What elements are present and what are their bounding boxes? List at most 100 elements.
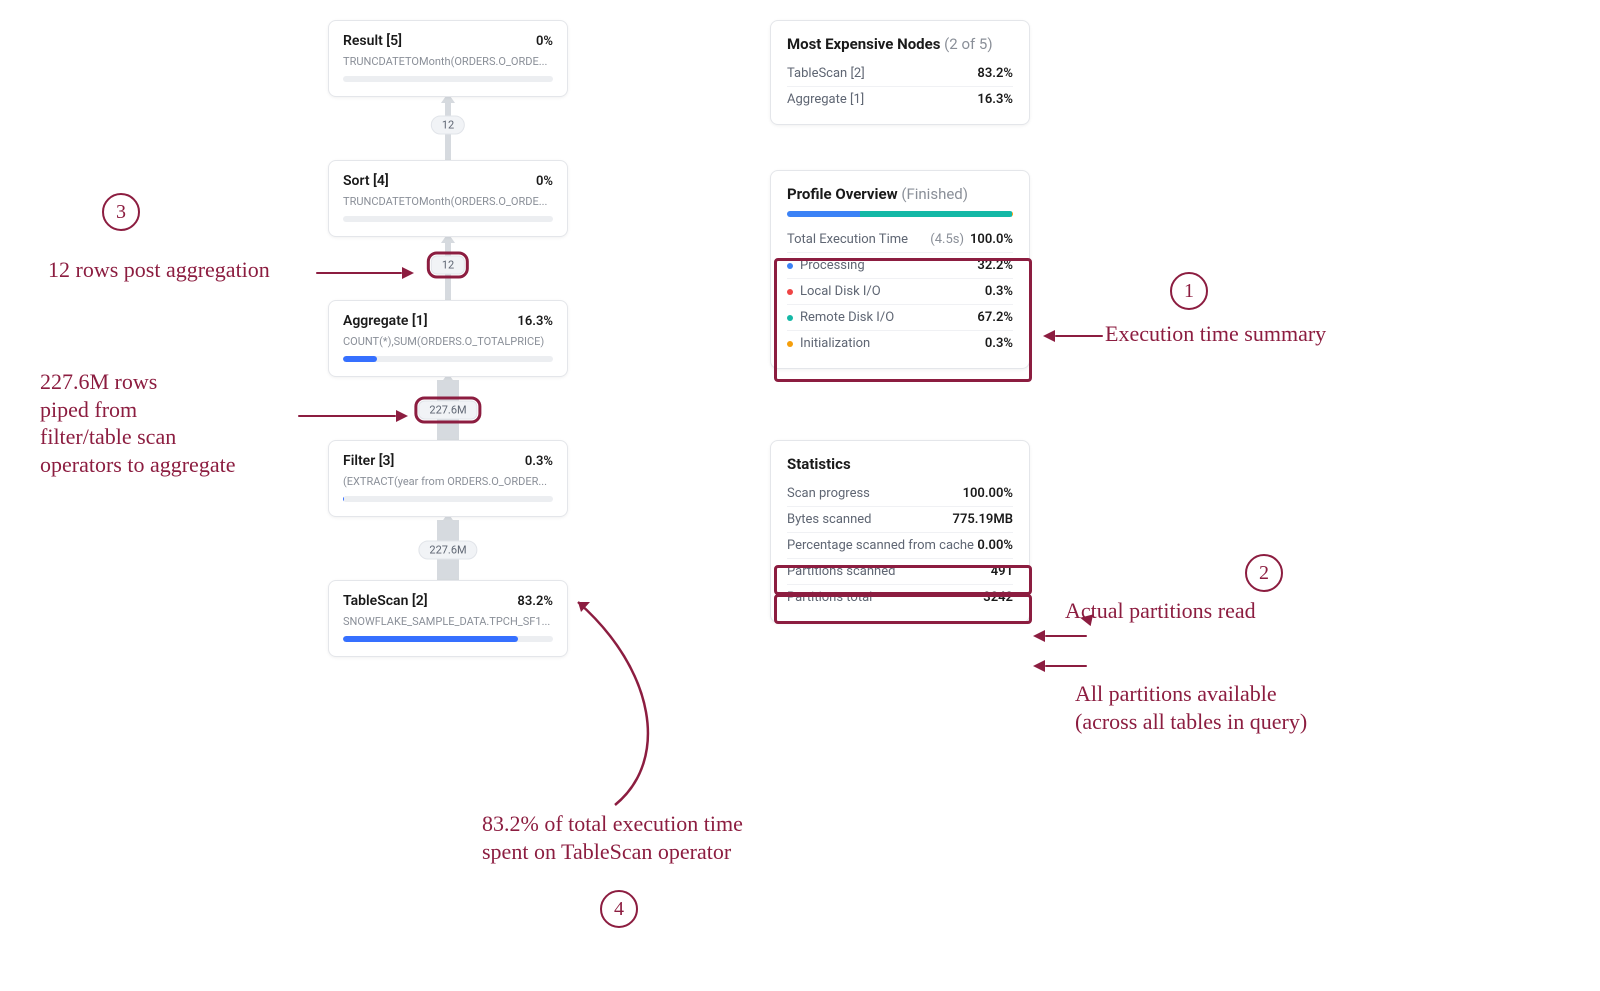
plan-node-pct: 0.3% (525, 454, 553, 469)
card-statistics: Statistics Scan progress 100.00% Bytes scan… (770, 440, 1030, 623)
arrow-exec-summary (1043, 330, 1103, 342)
plan-node-tablescan[interactable]: TableScan [2] 83.2% SNOWFLAKE_SAMPLE_DATA.… (328, 580, 568, 657)
plan-node-title: Sort [4] (343, 173, 389, 189)
anno-rows-post-agg: 12 rows post aggregation (48, 256, 270, 284)
stats-row-val: 0.00% (977, 538, 1013, 553)
callout-2-num: 2 (1259, 562, 1269, 585)
edge-label-sort-result: 12 (431, 116, 465, 135)
expensive-row-name: Aggregate [1] (787, 92, 864, 107)
stats-row-val: 775.19MB (953, 512, 1013, 527)
callout-2: 2 (1245, 554, 1283, 592)
plan-node-desc: (EXTRACT(year from ORDERS.O_ORDER... (343, 475, 553, 488)
profile-subtitle: (Finished) (901, 185, 968, 203)
profile-total-row: Total Execution Time (4.5s)100.0% (787, 227, 1013, 253)
arrow-rows-post-agg (316, 267, 414, 279)
plan-node-title: Aggregate [1] (343, 313, 428, 329)
plan-node-title: Filter [3] (343, 453, 394, 469)
plan-node-title: TableScan [2] (343, 593, 428, 609)
stats-row-val: 100.00% (963, 486, 1013, 501)
plan-node-desc: SNOWFLAKE_SAMPLE_DATA.TPCH_SF1... (343, 615, 553, 628)
stats-row-val: 3242 (983, 590, 1013, 605)
expensive-row: Aggregate [1] 16.3% (787, 87, 1013, 112)
anno-rows-piped-l3: filter/table scan (40, 423, 235, 451)
plan-node-desc: COUNT(*),SUM(ORDERS.O_TOTALPRICE) (343, 335, 553, 348)
profile-segment-label: Initialization (787, 336, 870, 351)
plan-node-desc: TRUNCDATETOMonth(ORDERS.O_ORDE... (343, 55, 553, 68)
canvas: { "colors":{ "accent_blue":"#3670ff", "m… (0, 0, 1600, 991)
profile-segment-row: Local Disk I/O 0.3% (787, 279, 1013, 305)
expensive-row-pct: 83.2% (977, 66, 1013, 81)
edge-label-aggregate-sort: 12 (431, 256, 465, 275)
profile-segment-row: Processing 32.2% (787, 253, 1013, 279)
arrow-rows-piped (298, 410, 408, 422)
profile-segment-pct: 0.3% (985, 284, 1013, 299)
anno-all-partitions: All partitions available (across all tab… (1075, 680, 1307, 735)
stats-row: Partitions scanned 491 (787, 559, 1013, 585)
anno-rows-piped-l2: piped from (40, 396, 235, 424)
plan-node-bar (343, 356, 553, 362)
profile-segment-label: Remote Disk I/O (787, 310, 894, 325)
profile-total-value: (4.5s)100.0% (930, 232, 1013, 247)
profile-segment-row: Remote Disk I/O 67.2% (787, 305, 1013, 331)
plan-node-pct: 83.2% (517, 594, 553, 609)
plan-node-bar (343, 76, 553, 82)
anno-exec-summary: Execution time summary (1105, 320, 1326, 348)
plan-node-pct: 16.3% (517, 314, 553, 329)
callout-4: 4 (600, 890, 638, 928)
expensive-title: Most Expensive Nodes (2 of 5) (787, 35, 1013, 53)
callout-1-num: 1 (1184, 280, 1194, 303)
profile-segment-label: Local Disk I/O (787, 284, 881, 299)
plan-node-pct: 0% (536, 174, 553, 189)
plan-node-bar (343, 636, 553, 642)
expensive-row: TableScan [2] 83.2% (787, 61, 1013, 87)
expensive-subtitle: (2 of 5) (944, 35, 992, 53)
plan-node-filter[interactable]: Filter [3] 0.3% (EXTRACT(year from ORDERS.… (328, 440, 568, 517)
stats-row-val: 491 (991, 564, 1013, 579)
arrow-all-partitions (1033, 660, 1087, 672)
anno-actual-partitions: Actual partitions read (1065, 597, 1256, 625)
edge-label-tablescan-filter: 227.6M (418, 541, 477, 560)
profile-segment-label: Processing (787, 258, 865, 273)
expensive-row-name: TableScan [2] (787, 66, 865, 81)
plan-node-title: Result [5] (343, 33, 402, 49)
anno-all-partitions-l1: All partitions available (1075, 680, 1307, 708)
expensive-row-pct: 16.3% (977, 92, 1013, 107)
plan-node-desc: TRUNCDATETOMonth(ORDERS.O_ORDE... (343, 195, 553, 208)
plan-node-bar (343, 216, 553, 222)
stats-row-key: Scan progress (787, 486, 870, 501)
plan-node-pct: 0% (536, 34, 553, 49)
stats-row-key: Percentage scanned from cache (787, 538, 974, 553)
plan-node-aggregate[interactable]: Aggregate [1] 16.3% COUNT(*),SUM(ORDERS.O_… (328, 300, 568, 377)
profile-segment-row: Initialization 0.3% (787, 331, 1013, 356)
card-expensive-nodes: Most Expensive Nodes (2 of 5) TableScan [… (770, 20, 1030, 125)
callout-3: 3 (102, 193, 140, 231)
profile-segment-pct: 67.2% (977, 310, 1013, 325)
profile-segment-pct: 32.2% (977, 258, 1013, 273)
anno-rows-piped: 227.6M rows piped from filter/table scan… (40, 368, 235, 478)
anno-all-partitions-l2: (across all tables in query) (1075, 708, 1307, 736)
callout-1: 1 (1170, 272, 1208, 310)
stats-title: Statistics (787, 455, 1013, 473)
stats-row: Percentage scanned from cache0.00% (787, 533, 1013, 559)
edge-label-filter-aggregate: 227.6M (418, 401, 477, 420)
card-profile-overview: Profile Overview (Finished) Total Executi… (770, 170, 1030, 369)
stats-row-key: Partitions scanned (787, 564, 895, 579)
arrow-actual-partitions-2 (1079, 612, 1093, 626)
arrow-tablescan-pct (560, 590, 690, 820)
callout-3-num: 3 (116, 201, 126, 224)
plan-node-bar (343, 496, 553, 502)
anno-rows-piped-l4: operators to aggregate (40, 451, 235, 479)
plan-node-sort[interactable]: Sort [4] 0% TRUNCDATETOMonth(ORDERS.O_ORDE… (328, 160, 568, 237)
arrow-actual-partitions (1033, 630, 1087, 642)
profile-segment-pct: 0.3% (985, 336, 1013, 351)
stats-row: Scan progress 100.00% (787, 481, 1013, 507)
plan-node-result[interactable]: Result [5] 0% TRUNCDATETOMonth(ORDERS.O_OR… (328, 20, 568, 97)
callout-4-num: 4 (614, 898, 624, 921)
profile-total-label: Total Execution Time (787, 232, 908, 247)
profile-title: Profile Overview (Finished) (787, 185, 1013, 203)
stats-row: Partitions total 3242 (787, 585, 1013, 610)
anno-tablescan-l2: spent on TableScan operator (482, 838, 743, 866)
stats-row-key: Partitions total (787, 590, 872, 605)
stats-row-key: Bytes scanned (787, 512, 872, 527)
profile-progress-bar (787, 211, 1013, 217)
